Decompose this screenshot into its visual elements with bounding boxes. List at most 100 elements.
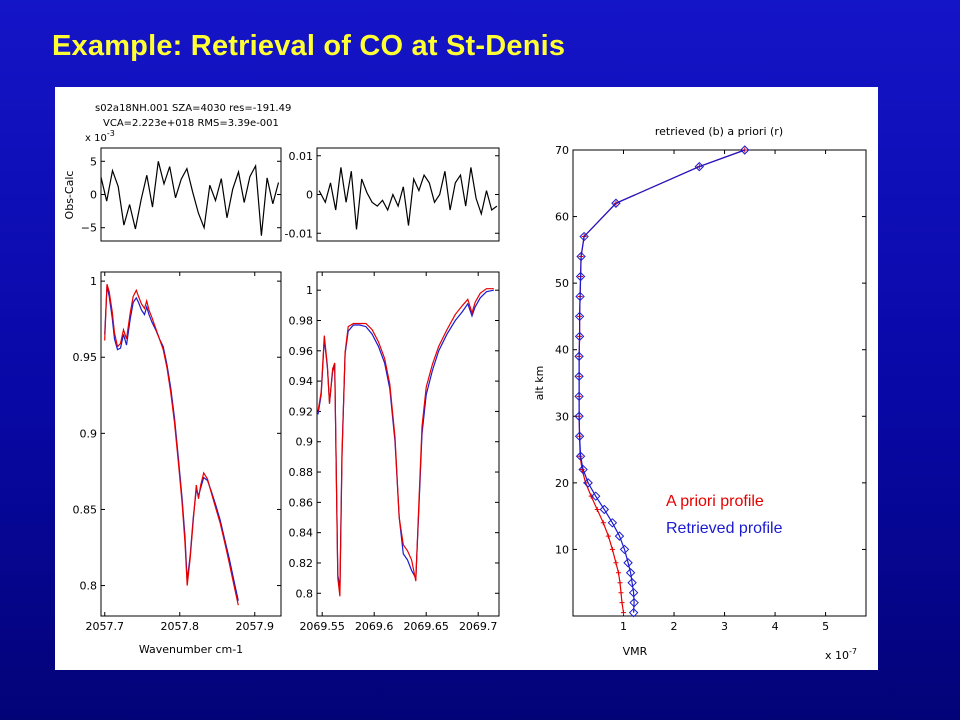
vmr_profile-retrieved-point bbox=[575, 451, 586, 461]
vmr_profile-apriori-point bbox=[613, 560, 619, 566]
figure-panel: s02a18NH.001 SZA=4030 res=-191.49 VCA=2.… bbox=[55, 87, 878, 670]
spectrum_left-ytick-label: 0.8 bbox=[80, 580, 98, 593]
spectrum_right-ytick-label: 0.88 bbox=[289, 466, 314, 479]
vmr_profile-ytick-label: 10 bbox=[555, 543, 569, 556]
spectrum_left-series-2-line bbox=[104, 284, 239, 606]
vmr_profile-ytick-label: 50 bbox=[555, 277, 569, 290]
residual_right-ytick-label: 0 bbox=[306, 189, 313, 202]
residual-exponent: x 10-3 bbox=[85, 129, 115, 144]
spectrum_right-ytick-label: 0.82 bbox=[289, 557, 314, 570]
vmr_profile-retrieved-point bbox=[574, 371, 584, 382]
residual-exponent-base: x 10 bbox=[85, 133, 107, 144]
vmr_profile-retrieved-point bbox=[611, 198, 621, 208]
vmr_profile-retrieved-point bbox=[578, 464, 588, 475]
spectrum_right-ytick-label: 0.96 bbox=[289, 345, 314, 358]
residual_left-ytick-label: 5 bbox=[90, 155, 97, 168]
vmr_profile-retrieved-point bbox=[574, 411, 584, 421]
vmr_profile-retrieved-point bbox=[579, 231, 589, 242]
spectrum_right-ytick-label: 1 bbox=[306, 284, 313, 297]
spectrum_left-ytick-label: 1 bbox=[90, 275, 97, 288]
spectrum_left-xtick-label: 2057.7 bbox=[86, 620, 125, 633]
spectrum_left-ytick-label: 0.9 bbox=[80, 427, 98, 440]
vmr_profile-retrieved-point bbox=[591, 491, 601, 501]
vmr_profile-retrieved-point bbox=[574, 351, 584, 362]
residual-ylabel: Obs-Calc bbox=[63, 171, 76, 220]
vmr_profile-series-1-line bbox=[578, 149, 746, 613]
spectrum-right-frame bbox=[316, 271, 500, 617]
vmr_profile-retrieved-point bbox=[599, 504, 610, 515]
vmr_profile-retrieved-point bbox=[740, 145, 750, 155]
vmr_profile-retrieved-point bbox=[575, 271, 586, 282]
profile-xlabel: VMR bbox=[623, 645, 648, 658]
vmr_profile-apriori-point bbox=[609, 546, 615, 552]
spectrum_right-ytick-label: 0.98 bbox=[289, 314, 314, 327]
spectrum_left-ytick-label: 0.85 bbox=[73, 503, 98, 516]
residual_right-ytick-label: -0.01 bbox=[285, 227, 313, 240]
slide-title: Example: Retrieval of CO at St-Denis bbox=[52, 30, 566, 62]
vmr_profile-apriori-point bbox=[605, 533, 611, 539]
vmr_profile-xtick-label: 3 bbox=[721, 620, 728, 633]
vmr_profile-ytick-label: 20 bbox=[555, 477, 569, 490]
vmr_profile-retrieved-point bbox=[628, 607, 639, 618]
residual-left-frame bbox=[100, 147, 282, 242]
spectrum_left-xtick-label: 2057.8 bbox=[161, 620, 200, 633]
vmr_profile-retrieved-point bbox=[574, 331, 585, 342]
vmr_profile-xtick-label: 1 bbox=[620, 620, 627, 633]
legend-apriori: A priori profile bbox=[666, 493, 764, 510]
vmr_profile-retrieved-point bbox=[583, 478, 593, 488]
vmr_profile-retrieved-point bbox=[628, 587, 639, 598]
vmr_profile-xtick-label: 2 bbox=[671, 620, 678, 633]
profile-title: retrieved (b) a priori (r) bbox=[655, 125, 783, 138]
vmr_profile-retrieved-point bbox=[629, 597, 639, 608]
spectrum_left-ytick-label: 0.95 bbox=[73, 351, 98, 364]
vmr_profile-retrieved-point bbox=[619, 544, 630, 555]
vmr_profile-apriori-point bbox=[618, 590, 624, 596]
spectrum_right-ytick-label: 0.9 bbox=[296, 436, 314, 449]
spectrum_right-xtick-label: 2069.55 bbox=[299, 620, 345, 633]
vmr_profile-retrieved-point bbox=[627, 578, 637, 588]
residual_right-ytick-label: 0.01 bbox=[289, 150, 314, 163]
spectrum_left-xtick-label: 2057.9 bbox=[236, 620, 275, 633]
spectrum_right-ytick-label: 0.94 bbox=[289, 375, 314, 388]
profile-x-multiplier-base: x 10 bbox=[825, 649, 849, 662]
vmr_profile-retrieved-point bbox=[574, 311, 585, 322]
vmr_profile-apriori-point bbox=[600, 520, 606, 526]
vmr_profile-retrieved-point bbox=[694, 161, 705, 172]
vmr_profile-retrieved-point bbox=[574, 431, 585, 441]
profile-frame bbox=[572, 149, 867, 617]
vmr_profile-retrieved-point bbox=[625, 568, 636, 578]
residual_right-series-1-line bbox=[318, 167, 498, 230]
figure-svg: s02a18NH.001 SZA=4030 res=-191.49 VCA=2.… bbox=[63, 103, 867, 662]
vmr_profile-apriori-point bbox=[617, 580, 623, 586]
spectrum_right-xtick-label: 2069.65 bbox=[403, 620, 449, 633]
residual_left-series-1-line bbox=[100, 161, 280, 236]
run-info-line-1: s02a18NH.001 SZA=4030 res=-191.49 bbox=[95, 103, 291, 114]
spectrum_right-ytick-label: 0.92 bbox=[289, 405, 314, 418]
vmr_profile-retrieved-point bbox=[607, 518, 618, 528]
vmr_profile-series-2-line bbox=[578, 149, 746, 613]
vmr_profile-ytick-label: 40 bbox=[555, 344, 569, 357]
vmr_profile-retrieved-point bbox=[576, 251, 586, 262]
residual_left-ytick-label: 0 bbox=[90, 189, 97, 202]
spectrum_right-xtick-label: 2069.7 bbox=[459, 620, 498, 633]
spectrum-xlabel: Wavenumber cm-1 bbox=[139, 643, 243, 656]
vmr_profile-retrieved-point bbox=[623, 558, 633, 568]
vmr_profile-apriori-point bbox=[594, 506, 600, 512]
vmr_profile-apriori-point bbox=[621, 610, 627, 616]
vmr_profile-apriori-point bbox=[615, 570, 621, 576]
spectrum_right-ytick-label: 0.84 bbox=[289, 527, 314, 540]
vmr_profile-ytick-label: 60 bbox=[555, 211, 569, 224]
legend-retrieved: Retrieved profile bbox=[666, 520, 783, 537]
residual-right-frame bbox=[316, 147, 500, 242]
vmr_profile-apriori-point bbox=[579, 467, 585, 473]
spectrum_right-series-2-line bbox=[317, 288, 494, 597]
vmr_profile-apriori-point bbox=[619, 600, 625, 606]
vmr_profile-retrieved-point bbox=[574, 391, 584, 402]
residual_left-ytick-label: −5 bbox=[81, 222, 97, 235]
profile-x-multiplier: x 10-7 bbox=[825, 647, 857, 662]
vmr_profile-retrieved-point bbox=[575, 291, 585, 302]
residual-exponent-power: -3 bbox=[107, 129, 115, 138]
spectrum_right-xtick-label: 2069.6 bbox=[355, 620, 394, 633]
vmr_profile-xtick-label: 5 bbox=[822, 620, 829, 633]
